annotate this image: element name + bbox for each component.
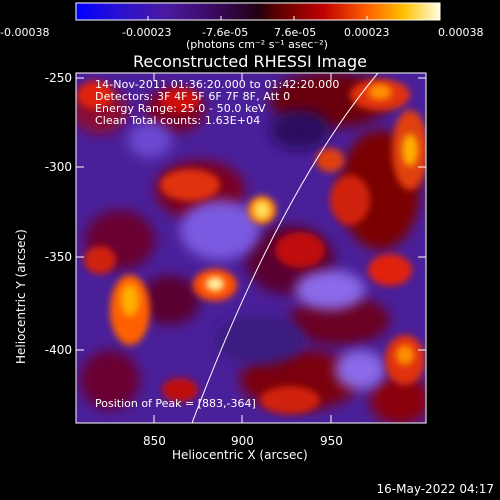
emission-low-regions	[128, 110, 385, 390]
colorbar-units: (photons cm⁻² s⁻¹ asec⁻²)	[186, 38, 328, 51]
x-tick-label: 850	[143, 434, 166, 448]
colorbar-tick-label: 0.00038	[438, 26, 484, 39]
colorbar	[75, 2, 441, 21]
colorbar-tick-label: 7.6e-05	[274, 26, 317, 39]
x-tick-label: 900	[231, 434, 254, 448]
peak-position: Position of Peak = [883,-364]	[95, 397, 256, 410]
emission-peaks	[121, 84, 418, 365]
colorbar-gradient	[75, 2, 441, 21]
colorbar-tick-label: -7.6e-05	[202, 26, 249, 39]
observation-time: 14-Nov-2011 01:36:20.000 to 01:42:20.000	[95, 78, 340, 91]
render-timestamp: 16-May-2022 04:17	[376, 482, 494, 496]
y-tick-label: -300	[44, 160, 72, 174]
y-tick-label: -350	[44, 250, 72, 264]
plot-frame	[75, 72, 427, 424]
plot-title: Reconstructed RHESSI Image	[133, 52, 367, 71]
y-tick-label: -250	[44, 71, 72, 85]
x-axis-label: Heliocentric X (arcsec)	[172, 448, 308, 462]
detectors-info: Detectors: 3F 4F 5F 6F 7F 8F, Att 0	[95, 90, 291, 103]
colorbar-tick-label: 0.00023	[344, 26, 390, 39]
axis-ticks	[76, 73, 426, 423]
y-tick-label: -400	[44, 343, 72, 357]
y-axis-label: Heliocentric Y (arcsec)	[14, 229, 28, 364]
clean-counts-info: Clean Total counts: 1.63E+04	[95, 114, 261, 127]
colorbar-tick-label: -0.00023	[122, 26, 172, 39]
energy-range-info: Energy Range: 25.0 - 50.0 keV	[95, 102, 266, 115]
colorbar-tick-label: -0.00038	[0, 26, 50, 39]
solar-limb	[191, 73, 379, 423]
x-tick-label: 950	[320, 434, 343, 448]
